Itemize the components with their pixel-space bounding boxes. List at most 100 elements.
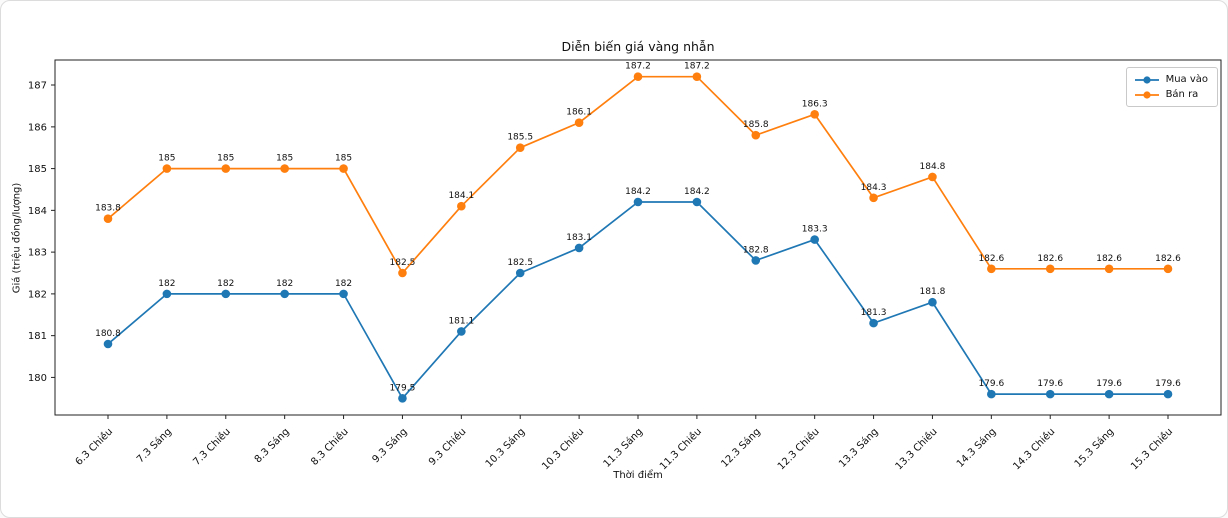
data-point-label: 182.6 [1037, 254, 1063, 264]
data-point [751, 256, 761, 265]
data-point-label: 181.8 [920, 287, 946, 297]
data-point-label: 182 [217, 279, 234, 289]
x-tick-label: 10.3 Chiều [540, 426, 587, 473]
legend-item: Bán ra [1134, 88, 1208, 101]
data-point [869, 193, 878, 203]
y-tick-label: 182 [28, 289, 47, 300]
data-point [987, 264, 996, 274]
data-point [692, 72, 702, 82]
x-tick-label: 10.3 Sáng [483, 426, 527, 470]
data-point-label: 184.3 [861, 183, 887, 193]
data-point-label: 184.8 [920, 162, 946, 172]
data-point-label: 186.3 [802, 99, 828, 109]
x-tick-label: 13.3 Chiều [893, 426, 940, 473]
data-point [633, 72, 643, 82]
data-point [339, 164, 348, 173]
y-tick-label: 181 [28, 331, 47, 342]
data-point-label: 186.1 [566, 108, 592, 118]
legend-marker-icon [1134, 75, 1159, 84]
x-tick-label: 15.3 Sáng [1072, 426, 1116, 470]
data-point-label: 182.6 [1155, 254, 1181, 264]
data-point-label: 185 [158, 154, 175, 164]
data-point [103, 339, 113, 349]
data-point [339, 289, 348, 299]
y-axis-label: Giá (triệu đồng/lượng) [11, 182, 23, 294]
x-tick-label: 12.3 Chiều [775, 426, 822, 473]
legend-label: Mua vào [1165, 74, 1208, 85]
data-point [1163, 389, 1173, 399]
data-point [457, 201, 466, 211]
y-tick-label: 184 [28, 206, 47, 217]
data-point-label: 180.8 [95, 329, 121, 339]
plot-frame [54, 59, 1222, 416]
x-tick-label: 7.3 Sáng [134, 426, 174, 466]
data-point [398, 268, 407, 278]
x-tick-label: 7.3 Chiều [191, 426, 233, 468]
data-point [1104, 264, 1114, 274]
data-point [869, 318, 878, 328]
series-line [107, 75, 1168, 274]
data-point-label: 184.1 [448, 191, 474, 201]
x-tick-label: 11.3 Sáng [601, 426, 645, 470]
data-point-label: 181.3 [861, 308, 887, 318]
data-point-label: 183.3 [802, 225, 828, 235]
x-tick-label: 13.3 Sáng [836, 426, 880, 470]
legend-marker-icon [1134, 90, 1159, 99]
data-point [162, 289, 172, 299]
data-point [103, 214, 113, 224]
data-point-label: 185.5 [507, 133, 533, 143]
data-point [928, 297, 937, 307]
data-point [1104, 389, 1114, 399]
data-point-label: 179.6 [1096, 379, 1122, 389]
x-axis-label: Thời điểm [613, 470, 663, 481]
data-point [221, 164, 231, 173]
data-point-label: 182.5 [507, 258, 533, 268]
data-point [928, 172, 937, 182]
legend-item: Mua vào [1134, 73, 1208, 86]
data-point-label: 185 [335, 154, 352, 164]
data-point [692, 197, 702, 207]
x-tick-label: 6.3 Chiều [73, 426, 115, 468]
data-point-label: 182.5 [390, 258, 416, 268]
y-tick-label: 180 [28, 373, 47, 384]
x-tick-label: 8.3 Chiều [308, 426, 350, 468]
data-point-label: 182.6 [978, 254, 1004, 264]
x-tick-label: 15.3 Chiều [1128, 426, 1175, 473]
data-point-label: 184.2 [684, 187, 710, 197]
y-tick-label: 183 [28, 248, 47, 259]
data-point-label: 184.2 [625, 187, 651, 197]
data-point [574, 118, 584, 127]
data-point-label: 185 [217, 154, 234, 164]
y-tick-label: 187 [28, 81, 47, 92]
data-point [574, 243, 584, 253]
data-point-label: 179.6 [1037, 379, 1063, 389]
data-point [515, 268, 525, 278]
data-point [1045, 264, 1055, 274]
data-point-label: 181.1 [448, 316, 474, 326]
x-tick-label: 8.3 Sáng [252, 426, 292, 466]
data-point-label: 182 [158, 279, 175, 289]
x-tick-label: 9.3 Sáng [370, 426, 410, 466]
data-point [1045, 389, 1055, 399]
x-tick-label: 9.3 Chiều [426, 426, 468, 468]
series-line [107, 201, 1168, 400]
data-point [751, 130, 761, 140]
x-tick-label: 14.3 Chiều [1011, 426, 1058, 473]
data-point [633, 197, 643, 207]
data-point-label: 179.6 [1155, 379, 1181, 389]
data-point-label: 187.2 [684, 62, 710, 72]
data-point [1163, 264, 1173, 274]
data-point [280, 164, 289, 173]
data-point-label: 179.5 [390, 383, 416, 393]
data-point-label: 179.6 [978, 379, 1004, 389]
legend-label: Bán ra [1165, 89, 1199, 100]
data-point-label: 182 [335, 279, 352, 289]
data-point-label: 185.8 [743, 120, 769, 130]
data-point-label: 183.1 [566, 233, 592, 243]
y-tick-label: 185 [28, 164, 47, 175]
data-point [398, 393, 407, 403]
data-point [987, 389, 996, 399]
data-point [280, 289, 289, 299]
